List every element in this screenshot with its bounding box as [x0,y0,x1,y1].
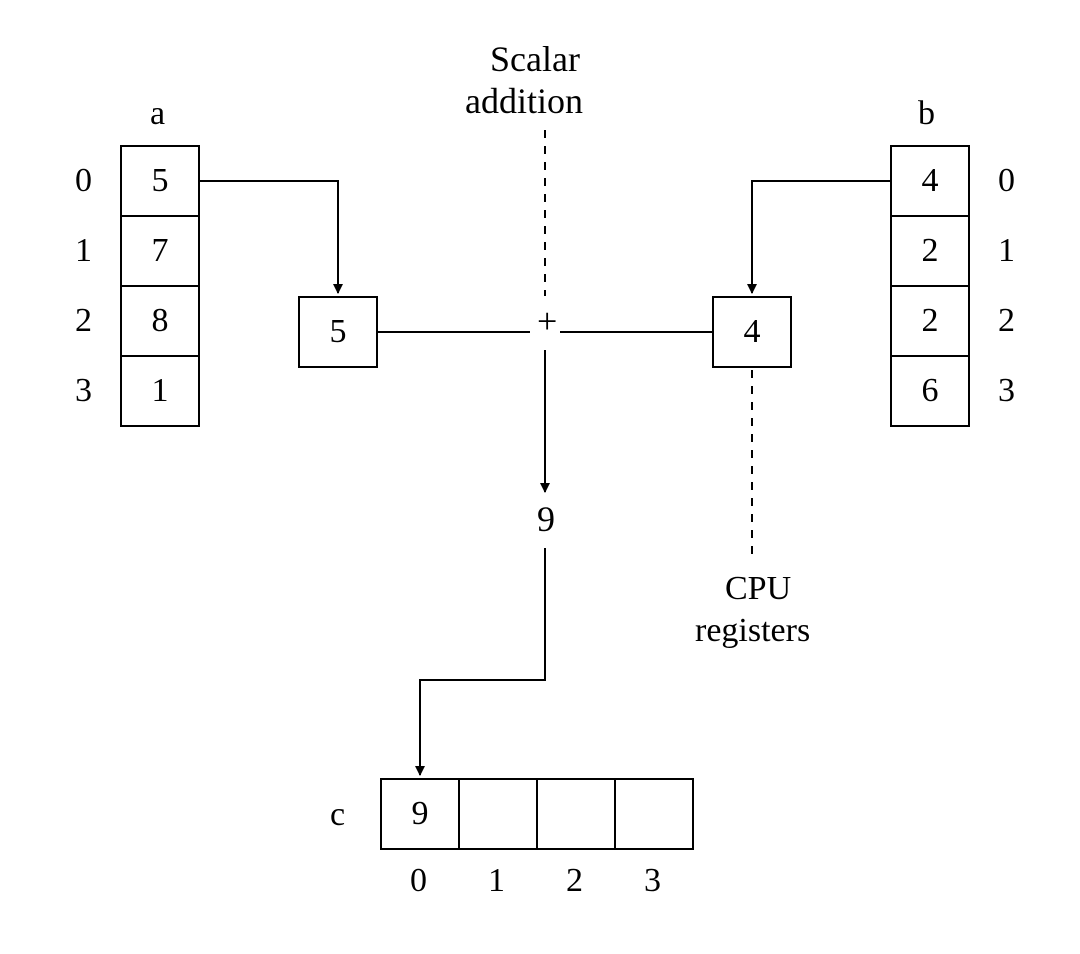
scalar-addition-diagram: Scalar addition a 5 7 8 1 0 1 2 3 b 4 2 … [0,0,1080,954]
connector-lines [0,0,1080,954]
